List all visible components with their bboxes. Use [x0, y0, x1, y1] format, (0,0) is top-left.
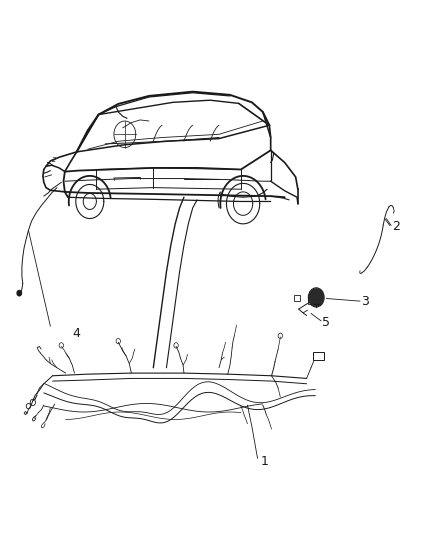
Text: 3: 3	[361, 295, 369, 308]
Text: 1: 1	[261, 455, 268, 467]
FancyBboxPatch shape	[313, 352, 324, 360]
Text: 5: 5	[322, 316, 330, 329]
Circle shape	[17, 290, 21, 296]
Circle shape	[309, 289, 323, 306]
Text: 4: 4	[72, 327, 80, 340]
FancyBboxPatch shape	[308, 298, 314, 304]
FancyBboxPatch shape	[294, 295, 300, 301]
Text: 2: 2	[52, 157, 56, 163]
Text: 2: 2	[392, 220, 400, 233]
